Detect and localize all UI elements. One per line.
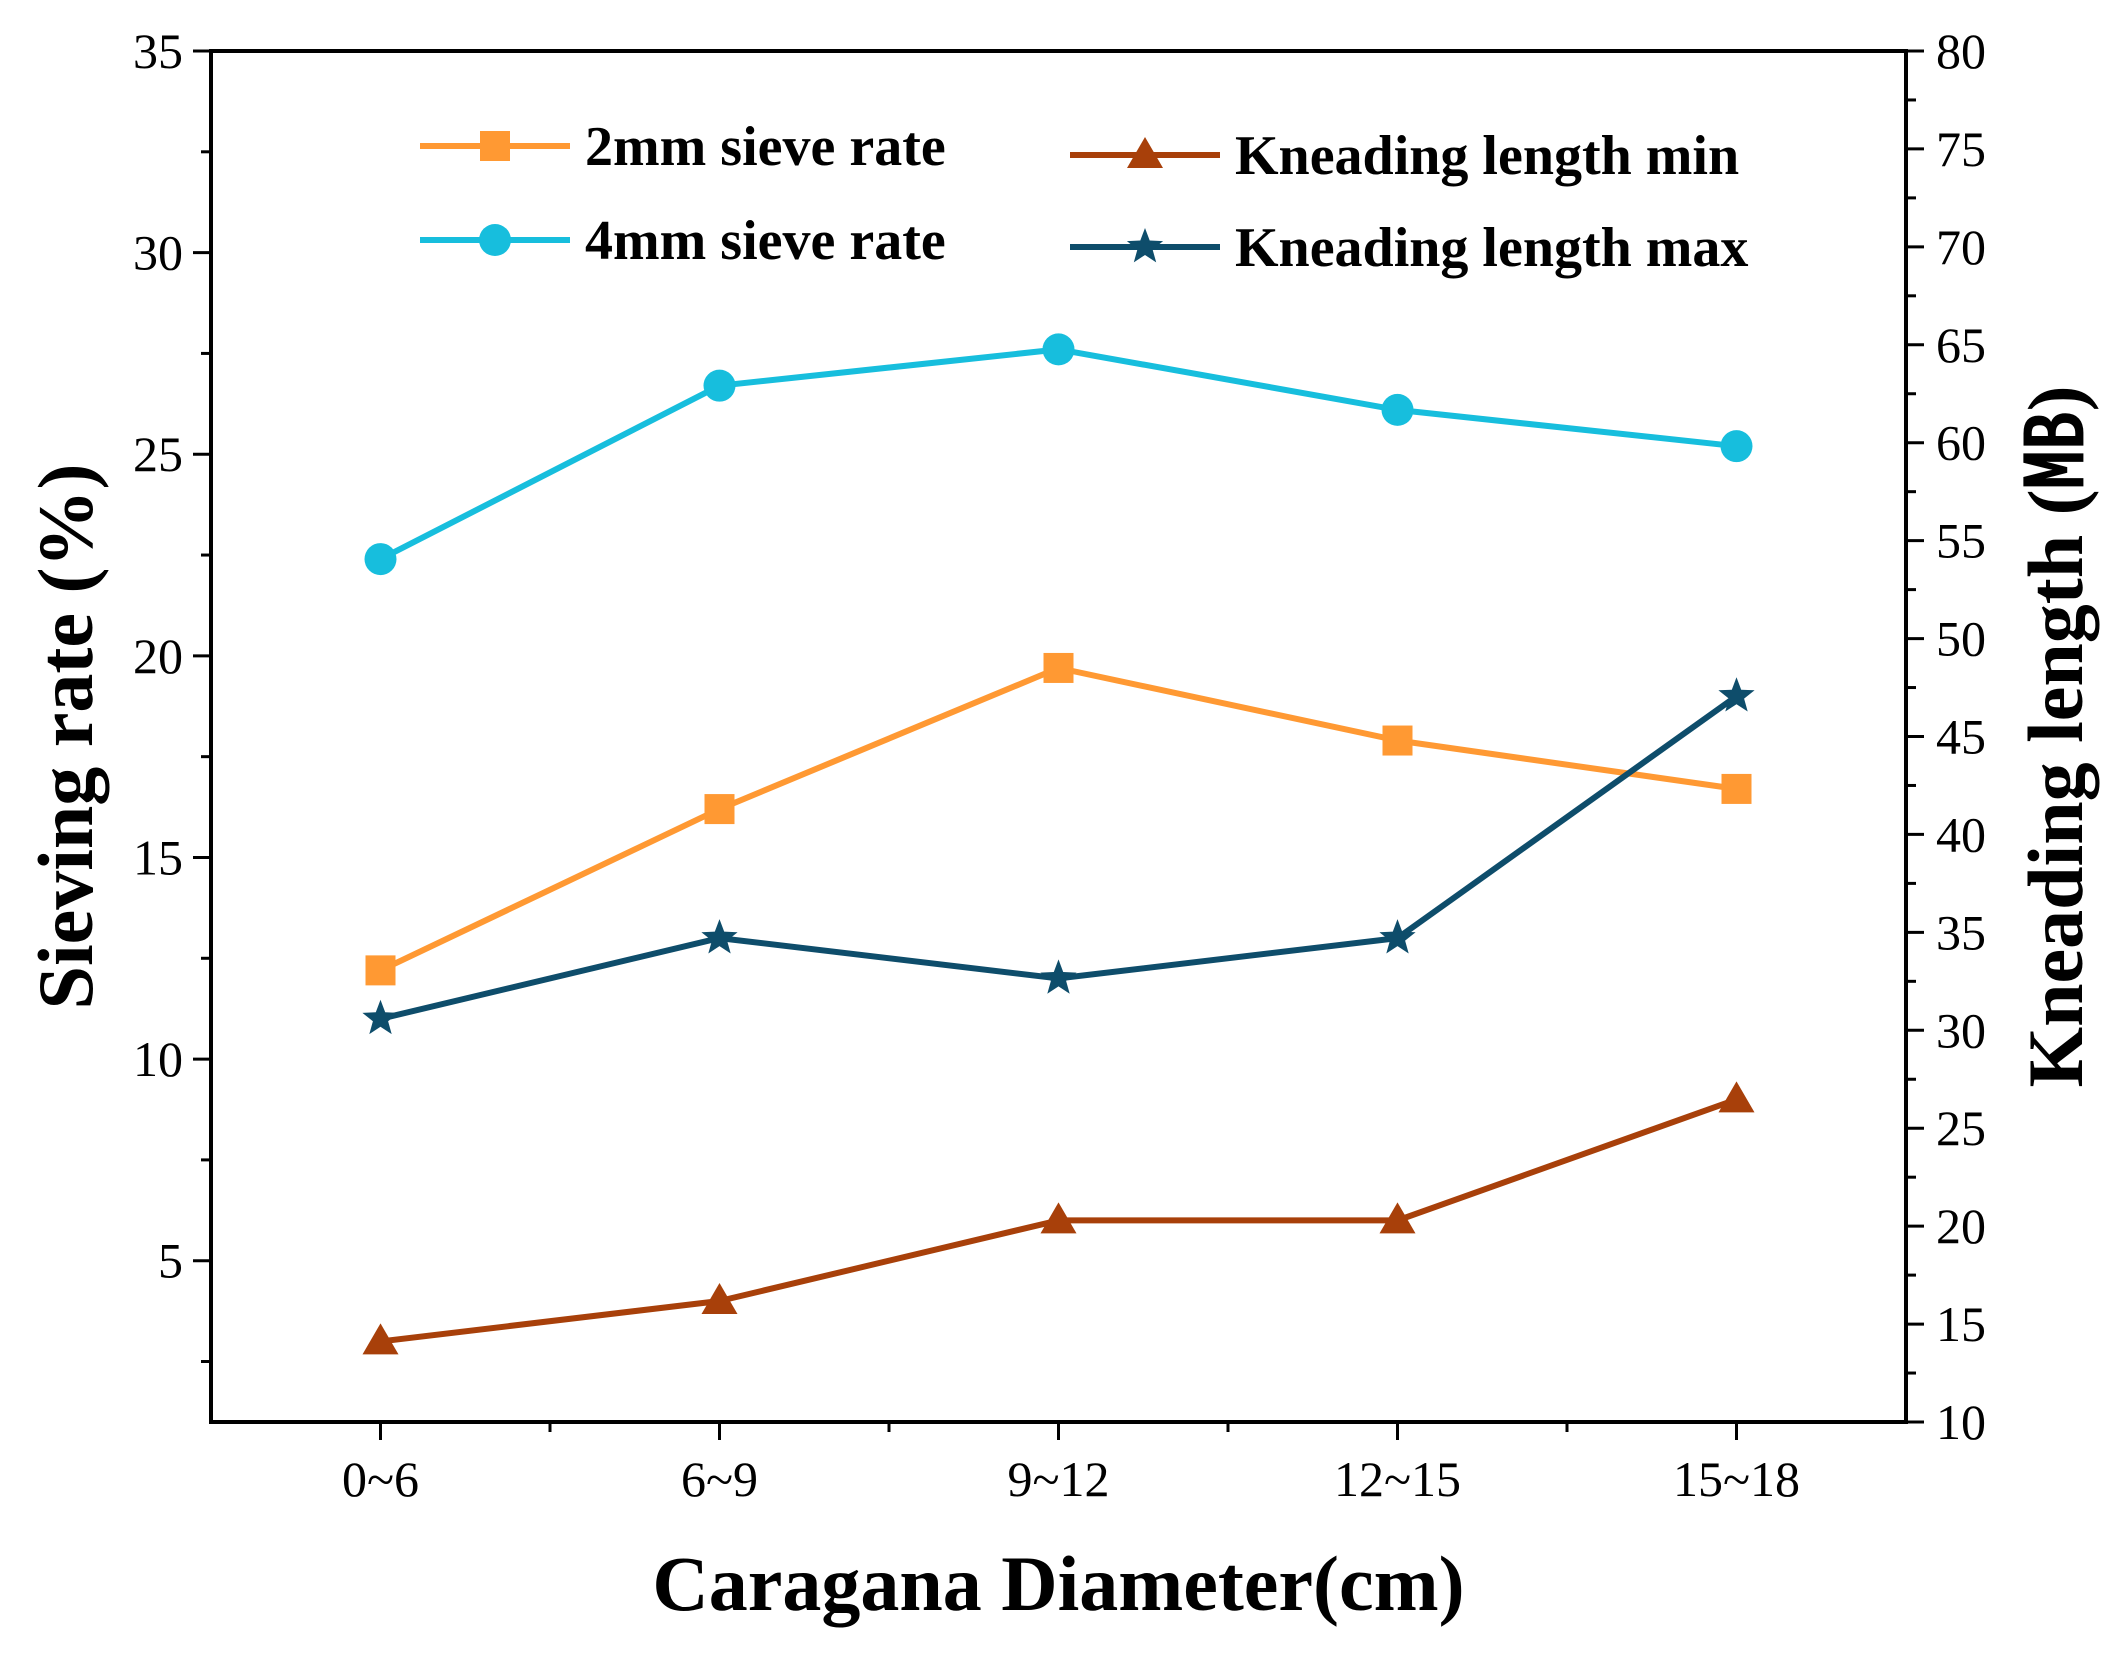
right-y-tick-label: 25 [1936, 1100, 1986, 1156]
data-point [365, 955, 396, 986]
data-point [1720, 430, 1753, 463]
right-y-tick-label: 60 [1936, 415, 1986, 471]
axes-layer: 0~6 6~9 9~12 12~15 15~18 5 10 15 20 25 30 35 10 15 20 2… [133, 23, 1986, 1507]
marks-layer [362, 333, 1755, 1355]
right-y-tick-label: 75 [1936, 121, 1986, 177]
x-tick-label: 9~12 [1007, 1451, 1109, 1507]
left-y-axis-title: Sieving rate (%) [22, 464, 109, 1010]
right-y-tick-label: 65 [1936, 317, 1986, 373]
right-y-tick-label: 40 [1936, 806, 1986, 862]
legend-label: 4mm sieve rate [585, 210, 946, 272]
data-point [1042, 333, 1075, 366]
legend: 2mm sieve rate 4mm sieve rate Kneading len… [420, 116, 1748, 279]
legend-marker [480, 131, 510, 161]
right-y-tick-label: 70 [1936, 219, 1986, 275]
data-point [701, 919, 738, 954]
data-point [364, 543, 397, 576]
legend-label: 2mm sieve rate [585, 116, 946, 178]
data-point [1382, 725, 1413, 756]
series-2mm-sieve-rate [365, 652, 1752, 986]
right-y-tick-label: 80 [1936, 23, 1986, 79]
right-y-tick-label: 35 [1936, 904, 1986, 960]
x-tick-label: 15~18 [1673, 1451, 1800, 1507]
data-point [1381, 393, 1414, 426]
data-point [701, 1283, 738, 1315]
right-y-tick-label: 45 [1936, 709, 1986, 765]
left-y-tick-label: 20 [133, 628, 183, 684]
x-tick-label: 6~9 [681, 1451, 758, 1507]
legend-marker [479, 224, 511, 256]
data-point [1718, 677, 1755, 712]
left-y-tick-label: 25 [133, 426, 183, 482]
data-point [1379, 919, 1416, 954]
series-kneading-length-max [362, 677, 1755, 1035]
right-y-tick-label: 30 [1936, 1002, 1986, 1058]
left-y-tick-label: 10 [133, 1031, 183, 1087]
left-y-tick-label: 30 [133, 225, 183, 281]
legend-marker [1126, 228, 1164, 263]
data-point [1379, 1202, 1416, 1234]
data-point [704, 794, 735, 825]
legend-item: 4mm sieve rate [420, 210, 946, 272]
right-y-tick-label: 10 [1936, 1394, 1986, 1450]
series-kneading-length-min [362, 1081, 1755, 1355]
legend-item: Kneading length min [1070, 125, 1739, 187]
x-tick-label: 12~15 [1334, 1451, 1461, 1507]
legend-label: Kneading length max [1235, 217, 1748, 279]
series-4mm-sieve-rate [364, 333, 1753, 576]
data-point [1040, 959, 1077, 994]
left-y-tick-label: 35 [133, 23, 183, 79]
legend-item: 2mm sieve rate [420, 116, 946, 178]
series-line [379, 665, 1737, 974]
left-y-tick-label: 15 [133, 829, 183, 885]
left-y-tick-label: 5 [158, 1233, 183, 1289]
data-point [1718, 1081, 1755, 1113]
right-y-tick-label: 50 [1936, 611, 1986, 667]
right-y-axis-title: Kneading length (㎆) [2012, 385, 2099, 1087]
data-point [703, 369, 736, 402]
data-point [1040, 1202, 1077, 1234]
legend-marker [1127, 137, 1163, 168]
series-line [379, 346, 1737, 562]
data-point [362, 1323, 399, 1355]
data-point [362, 999, 399, 1035]
x-axis-title: Caragana Diameter(cm) [652, 1540, 1464, 1627]
data-point [1721, 773, 1752, 804]
right-y-tick-label: 15 [1936, 1296, 1986, 1352]
x-tick-label: 0~6 [342, 1451, 419, 1507]
data-point [1043, 652, 1074, 683]
legend-item: Kneading length max [1070, 217, 1748, 279]
right-y-tick-label: 20 [1936, 1198, 1986, 1254]
right-y-tick-label: 55 [1936, 513, 1986, 569]
legend-label: Kneading length min [1235, 125, 1739, 187]
